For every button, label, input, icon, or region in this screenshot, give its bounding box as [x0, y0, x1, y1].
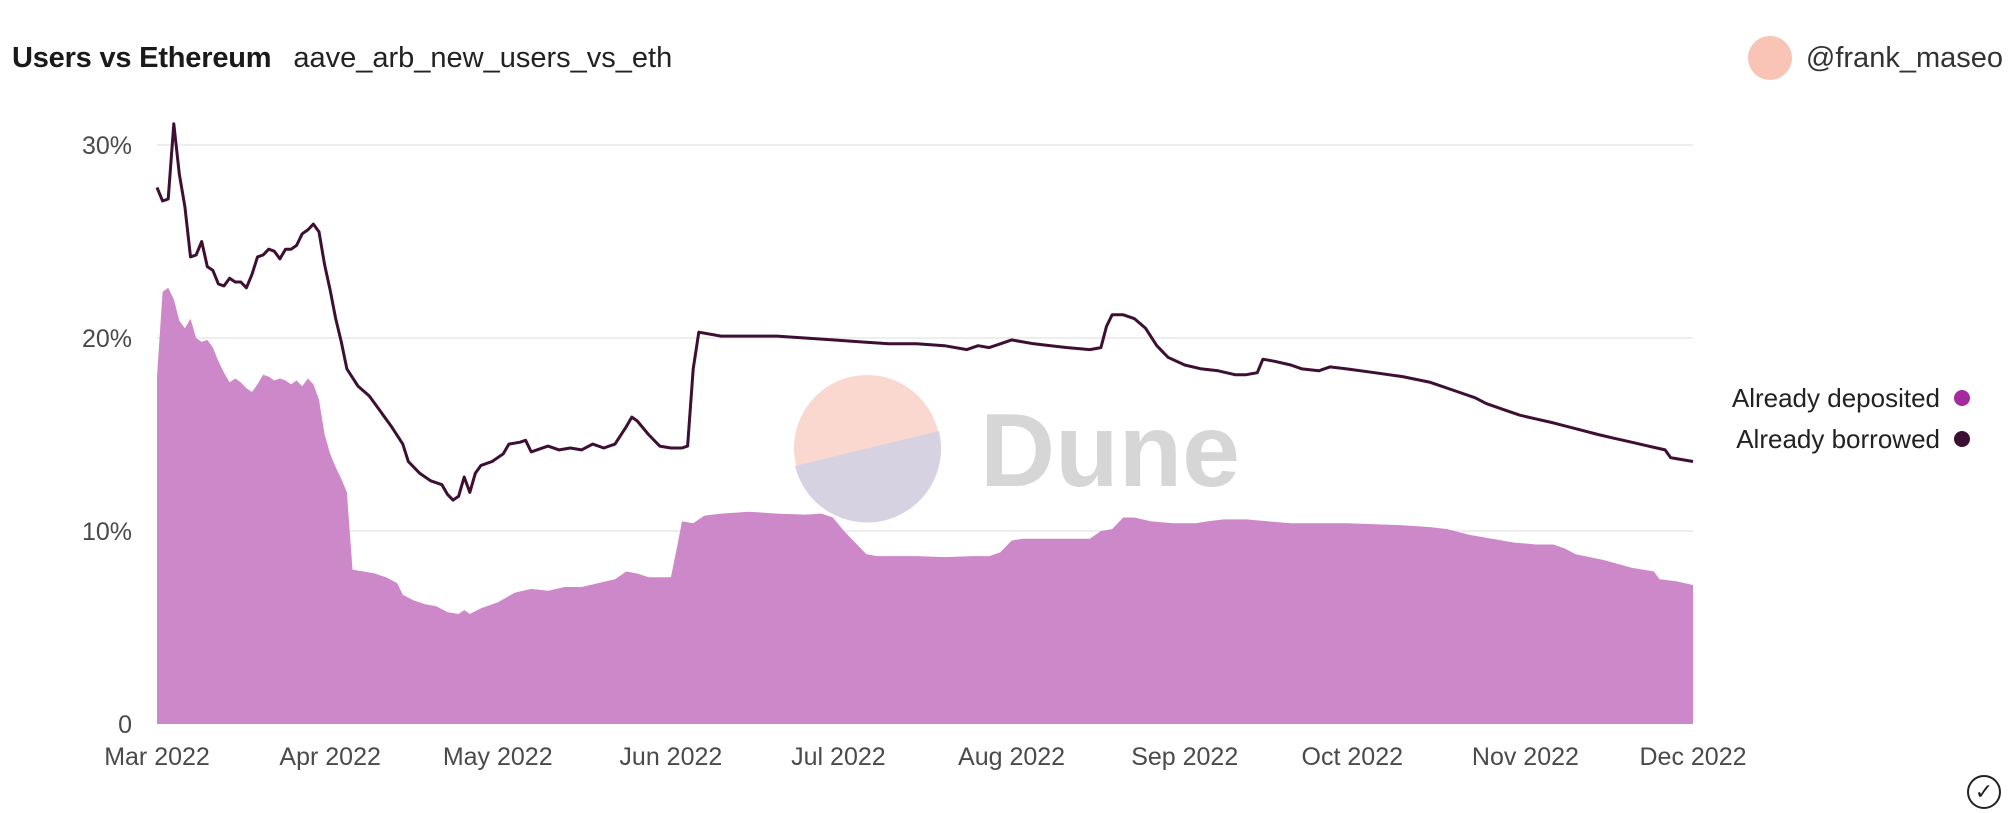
watermark-logo-bottom — [795, 431, 942, 523]
chart-title: Users vs Ethereum — [12, 41, 272, 74]
legend-label-already-borrowed[interactable]: Already borrowed — [1736, 424, 1940, 454]
x-tick-label: Aug 2022 — [958, 743, 1065, 771]
watermark: Dune — [794, 375, 1240, 523]
y-axis-ticks: 0 10% 20% 30% — [82, 132, 132, 739]
x-tick-label: Mar 2022 — [104, 743, 210, 771]
x-tick-label: Nov 2022 — [1472, 743, 1579, 771]
x-tick-label: May 2022 — [443, 743, 553, 771]
watermark-text: Dune — [980, 393, 1240, 509]
check-icon[interactable]: ✓ — [1967, 775, 2001, 809]
x-tick-label: Oct 2022 — [1302, 743, 1403, 771]
legend-dot-already-borrowed[interactable] — [1954, 431, 1970, 447]
chart-series[interactable] — [155, 122, 1694, 724]
x-tick-label: Apr 2022 — [279, 743, 380, 771]
query-name[interactable]: aave_arb_new_users_vs_eth — [293, 41, 673, 74]
author-avatar[interactable] — [1747, 36, 1792, 80]
series-already-borrowed-line[interactable] — [155, 122, 1694, 502]
legend-label-already-deposited[interactable]: Already deposited — [1732, 383, 1940, 413]
legend-dot-already-deposited[interactable] — [1954, 390, 1970, 406]
y-tick-label: 30% — [82, 132, 132, 160]
x-tick-label: Sep 2022 — [1131, 743, 1238, 771]
x-tick-label: Jul 2022 — [791, 743, 886, 771]
author-badge[interactable]: @frank_maseo — [1747, 36, 2003, 80]
y-tick-label: 20% — [82, 325, 132, 353]
y-tick-label: 10% — [82, 518, 132, 546]
chart-header: Users vs Ethereum aave_arb_new_users_vs_… — [12, 36, 672, 80]
author-name[interactable]: @frank_maseo — [1805, 41, 2003, 74]
x-axis-ticks: Mar 2022 Apr 2022 May 2022 Jun 2022 Jul 2022… — [104, 743, 1746, 771]
chart-legend[interactable]: Already deposited Already borrowed — [1732, 383, 1970, 454]
series-already-deposited-area[interactable] — [157, 287, 1693, 724]
x-tick-label: Jun 2022 — [619, 743, 722, 771]
x-tick-label: Dec 2022 — [1639, 743, 1746, 771]
y-tick-label: 0 — [118, 711, 132, 739]
